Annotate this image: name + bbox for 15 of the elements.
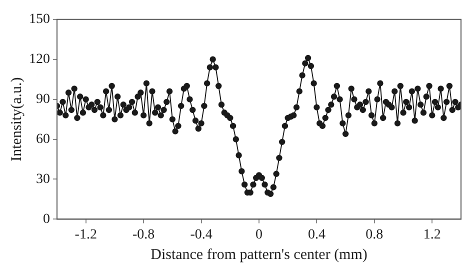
x-tick-label: -1.2 bbox=[74, 227, 97, 242]
x-tick-label: 0 bbox=[256, 227, 262, 242]
x-tick-label: 0.4 bbox=[308, 227, 326, 242]
y-tick-label: 30 bbox=[36, 172, 50, 187]
y-tick-label: 120 bbox=[29, 52, 50, 68]
y-tick-label: 90 bbox=[36, 92, 50, 107]
x-tick-label: -0.4 bbox=[190, 227, 212, 242]
x-tick-label: -0.8 bbox=[132, 227, 155, 242]
y-tick-label: 150 bbox=[29, 12, 50, 28]
x-tick-label: 0.8 bbox=[366, 227, 384, 242]
y-tick-label: 0 bbox=[43, 212, 50, 227]
y-tick-label: 60 bbox=[36, 132, 50, 147]
y-axis-title: Intensity(a.u.) bbox=[8, 77, 25, 162]
x-axis-title: Distance from pattern's center (mm) bbox=[150, 246, 368, 263]
x-tick-label: 1.2 bbox=[423, 227, 441, 242]
